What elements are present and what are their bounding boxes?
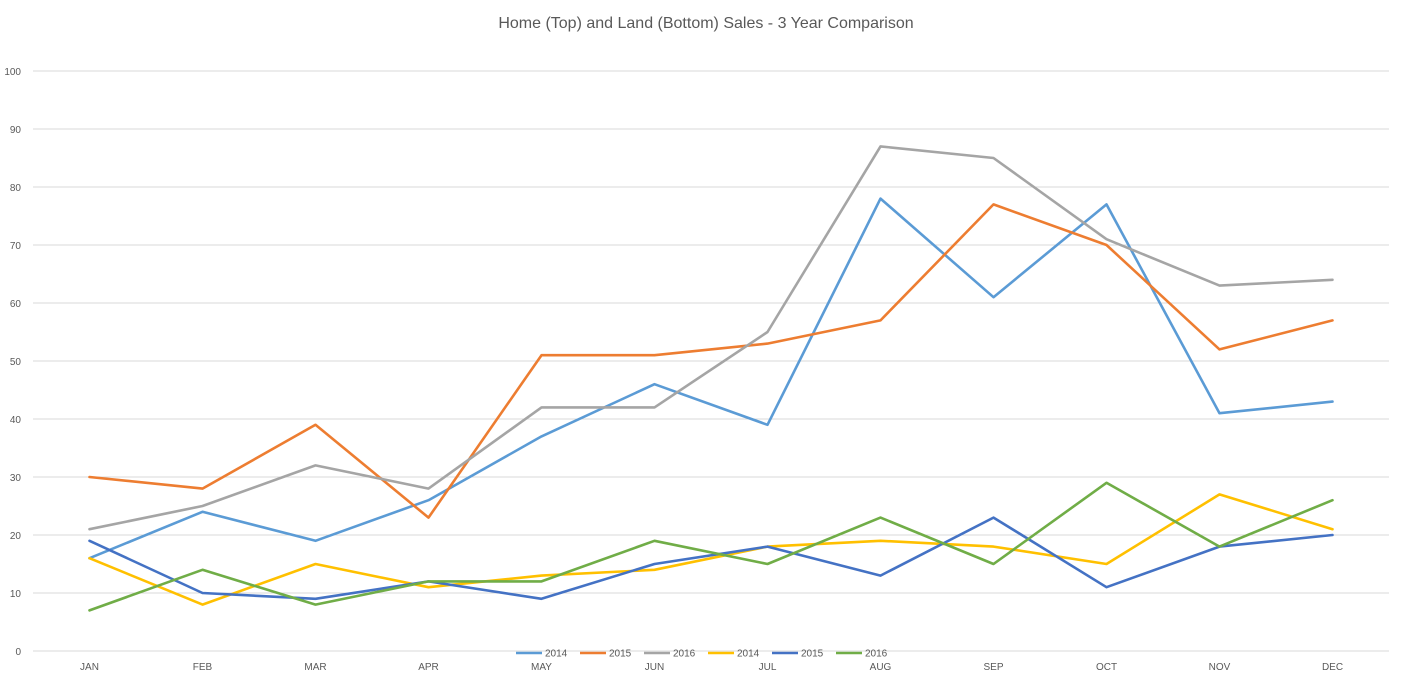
y-tick-label: 50 bbox=[10, 357, 22, 368]
y-tick-label: 10 bbox=[10, 589, 22, 600]
y-tick-label: 0 bbox=[15, 647, 21, 658]
x-tick-label: MAR bbox=[304, 662, 326, 673]
x-tick-label: FEB bbox=[193, 662, 213, 673]
legend-label: 2015 bbox=[609, 649, 632, 660]
series-lines bbox=[88, 145, 1334, 612]
legend-item: 2016 bbox=[836, 649, 888, 660]
x-tick-label: JUN bbox=[645, 662, 664, 673]
x-tick-label: APR bbox=[418, 662, 439, 673]
x-tick-label: DEC bbox=[1322, 662, 1343, 673]
legend-label: 2014 bbox=[737, 649, 760, 660]
y-tick-label: 40 bbox=[10, 415, 22, 426]
legend-label: 2016 bbox=[673, 649, 696, 660]
y-tick-label: 30 bbox=[10, 473, 22, 484]
legend-item: 2014 bbox=[516, 649, 568, 660]
series-line-3 bbox=[88, 493, 1334, 606]
x-tick-label: MAY bbox=[531, 662, 552, 673]
x-tick-label: AUG bbox=[870, 662, 892, 673]
y-tick-label: 70 bbox=[10, 241, 22, 252]
series-line-5 bbox=[88, 481, 1334, 612]
x-tick-label: SEP bbox=[983, 662, 1003, 673]
x-axis-ticks: JAN FEB MAR APR MAY JUN JUL AUG SEP OCT NOV DEC bbox=[80, 662, 1343, 673]
legend-label: 2016 bbox=[865, 649, 888, 660]
x-tick-label: NOV bbox=[1209, 662, 1231, 673]
legend-item: 2014 bbox=[708, 649, 760, 660]
legend: 2014 2015 2016 2014 2015 2016 bbox=[516, 649, 888, 660]
y-tick-label: 60 bbox=[10, 299, 22, 310]
legend-item: 2016 bbox=[644, 649, 696, 660]
x-tick-label: JAN bbox=[80, 662, 99, 673]
y-tick-label: 100 bbox=[4, 67, 21, 78]
series-line-0 bbox=[88, 197, 1334, 560]
legend-item: 2015 bbox=[772, 649, 824, 660]
legend-label: 2014 bbox=[545, 649, 568, 660]
y-tick-label: 20 bbox=[10, 531, 22, 542]
series-line-2 bbox=[88, 145, 1334, 531]
y-axis-ticks: 0 10 20 30 40 50 60 70 80 90 100 bbox=[4, 67, 21, 658]
series-line-1 bbox=[88, 203, 1334, 519]
legend-label: 2015 bbox=[801, 649, 824, 660]
y-tick-label: 90 bbox=[10, 125, 22, 136]
x-tick-label: OCT bbox=[1096, 662, 1117, 673]
y-tick-label: 80 bbox=[10, 183, 22, 194]
chart-title: Home (Top) and Land (Bottom) Sales - 3 Y… bbox=[498, 15, 913, 32]
legend-item: 2015 bbox=[580, 649, 632, 660]
gridlines bbox=[33, 70, 1389, 652]
x-tick-label: JUL bbox=[759, 662, 777, 673]
